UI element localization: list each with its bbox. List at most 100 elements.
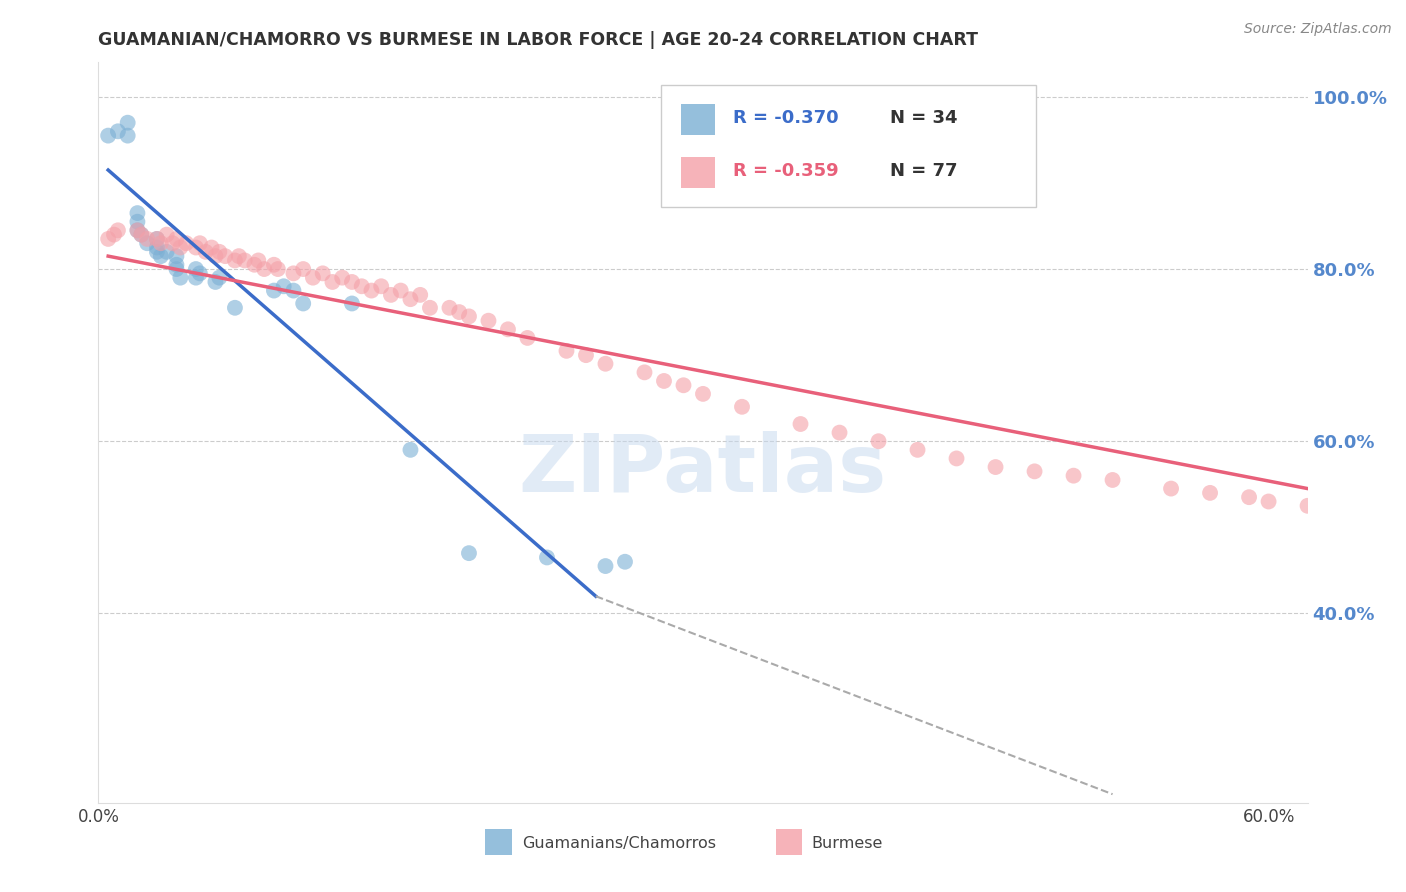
Point bbox=[127, 206, 149, 220]
Point bbox=[283, 284, 305, 298]
Bar bbox=[776, 830, 803, 855]
Point bbox=[828, 425, 851, 440]
Text: Burmese: Burmese bbox=[811, 836, 883, 851]
Point bbox=[1393, 624, 1406, 638]
Point bbox=[127, 215, 149, 229]
Point bbox=[868, 434, 890, 449]
Point bbox=[731, 400, 754, 414]
Text: Source: ZipAtlas.com: Source: ZipAtlas.com bbox=[1244, 22, 1392, 37]
Text: Guamanians/Chamorros: Guamanians/Chamorros bbox=[522, 836, 716, 851]
Point bbox=[208, 244, 231, 259]
Point bbox=[117, 128, 139, 143]
Point bbox=[945, 451, 967, 466]
Point bbox=[136, 236, 159, 251]
Point bbox=[117, 116, 139, 130]
Point bbox=[292, 296, 315, 310]
Point bbox=[1199, 486, 1222, 500]
Point bbox=[1257, 494, 1279, 508]
Point bbox=[907, 442, 929, 457]
Point bbox=[1063, 468, 1085, 483]
Point bbox=[302, 270, 325, 285]
Point bbox=[1296, 499, 1319, 513]
Point bbox=[131, 227, 153, 242]
Point bbox=[127, 223, 149, 237]
Point bbox=[283, 266, 305, 280]
Point bbox=[243, 258, 266, 272]
Point bbox=[149, 236, 172, 251]
Point bbox=[458, 546, 481, 560]
Point bbox=[146, 241, 169, 255]
Point bbox=[149, 249, 172, 263]
Point bbox=[419, 301, 441, 315]
Point bbox=[146, 232, 169, 246]
Bar bbox=[485, 830, 512, 855]
Point bbox=[399, 292, 422, 306]
Point bbox=[184, 262, 207, 277]
Point bbox=[165, 258, 187, 272]
Point bbox=[107, 124, 129, 138]
Text: R = -0.359: R = -0.359 bbox=[734, 162, 839, 180]
Bar bbox=[682, 157, 716, 188]
Point bbox=[380, 288, 402, 302]
Point bbox=[449, 305, 471, 319]
Point bbox=[233, 253, 256, 268]
Point bbox=[273, 279, 295, 293]
Text: R = -0.370: R = -0.370 bbox=[734, 109, 839, 127]
Point bbox=[174, 236, 197, 251]
Point bbox=[370, 279, 392, 293]
Point bbox=[253, 262, 276, 277]
Point bbox=[789, 417, 811, 431]
Point bbox=[267, 262, 290, 277]
Point bbox=[692, 387, 714, 401]
Point bbox=[165, 232, 187, 246]
Point bbox=[340, 275, 363, 289]
Point bbox=[439, 301, 461, 315]
Point bbox=[165, 249, 187, 263]
Point bbox=[321, 275, 343, 289]
Point bbox=[184, 270, 207, 285]
Point bbox=[204, 275, 226, 289]
Point bbox=[208, 270, 231, 285]
Point bbox=[555, 343, 578, 358]
Point bbox=[409, 288, 432, 302]
Point bbox=[165, 262, 187, 277]
Point bbox=[127, 223, 149, 237]
Point bbox=[496, 322, 519, 336]
Point bbox=[1237, 490, 1260, 504]
Point bbox=[330, 270, 353, 285]
Point bbox=[204, 249, 226, 263]
Point bbox=[516, 331, 538, 345]
Point bbox=[672, 378, 695, 392]
Point bbox=[1101, 473, 1123, 487]
Point bbox=[595, 559, 617, 574]
Point bbox=[1160, 482, 1182, 496]
Point bbox=[1336, 589, 1358, 603]
Point bbox=[97, 232, 120, 246]
Point bbox=[614, 555, 637, 569]
Point bbox=[188, 266, 211, 280]
Point bbox=[477, 314, 499, 328]
Point bbox=[399, 442, 422, 457]
Point bbox=[350, 279, 373, 293]
Point bbox=[224, 301, 246, 315]
Point bbox=[575, 348, 598, 362]
Point bbox=[156, 244, 179, 259]
Point bbox=[1024, 464, 1046, 478]
Point bbox=[224, 253, 246, 268]
Point bbox=[984, 460, 1007, 475]
Point bbox=[263, 258, 285, 272]
Point bbox=[169, 241, 191, 255]
Point bbox=[200, 241, 222, 255]
Point bbox=[263, 284, 285, 298]
Point bbox=[214, 249, 236, 263]
Point bbox=[247, 253, 270, 268]
Point bbox=[136, 232, 159, 246]
Bar bbox=[682, 103, 716, 135]
Text: ZIPatlas: ZIPatlas bbox=[519, 431, 887, 508]
Point bbox=[188, 236, 211, 251]
Point bbox=[458, 310, 481, 324]
Point bbox=[292, 262, 315, 277]
Point bbox=[194, 244, 217, 259]
Point bbox=[228, 249, 250, 263]
Point bbox=[633, 365, 655, 379]
